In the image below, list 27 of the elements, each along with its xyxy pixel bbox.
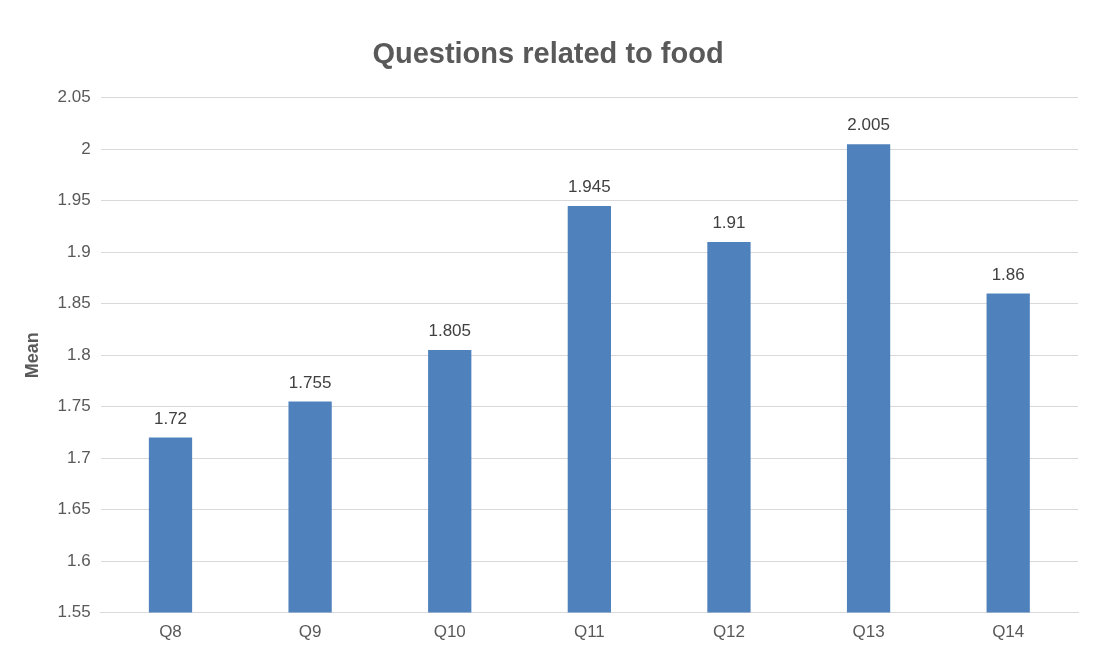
chart-title: Questions related to food <box>372 37 724 70</box>
y-tick-label: 2 <box>81 138 91 158</box>
y-tick-label: 1.65 <box>57 499 91 519</box>
data-label: 1.91 <box>712 213 746 233</box>
y-tick-label: 1.8 <box>67 344 91 364</box>
y-tick-label: 1.9 <box>67 241 91 261</box>
data-label: 1.72 <box>153 408 188 428</box>
y-tick-label: 1.95 <box>57 190 91 210</box>
data-label: 1.86 <box>991 264 1025 284</box>
x-tick-label: Q11 <box>573 622 605 642</box>
y-tick-label: 1.75 <box>57 396 91 416</box>
x-tick-label: Q8 <box>159 622 182 642</box>
y-tick-label: 1.7 <box>67 447 91 467</box>
data-label: 2.005 <box>847 115 890 135</box>
y-tick-label: 1.85 <box>57 293 91 313</box>
data-label: 1.805 <box>428 321 471 341</box>
x-tick-label: Q14 <box>992 622 1025 642</box>
y-tick-label: 2.05 <box>57 87 91 107</box>
x-tick-label: Q9 <box>298 622 322 642</box>
x-tick-label: Q13 <box>852 622 885 642</box>
data-label: 1.945 <box>568 177 611 197</box>
y-tick-label: 1.55 <box>57 602 91 622</box>
x-tick-label: Q12 <box>712 622 746 642</box>
y-tick-label: 1.6 <box>67 550 91 570</box>
x-tick-label: Q10 <box>433 622 466 642</box>
data-label: 1.755 <box>288 372 332 392</box>
y-axis-title: Mean <box>21 332 42 379</box>
